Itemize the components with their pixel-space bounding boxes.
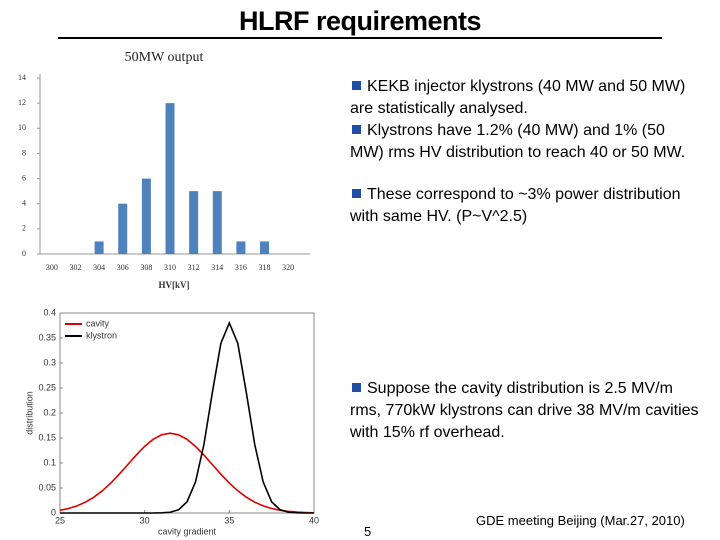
y-tick-label: 0.3 bbox=[43, 357, 56, 367]
bar bbox=[212, 191, 222, 254]
x-tick-label: 312 bbox=[188, 263, 200, 272]
y-tick-label: 0.05 bbox=[38, 482, 56, 492]
bullet: KEKB injector klystrons (40 MW and 50 MW… bbox=[350, 76, 700, 120]
x-tick-label: 308 bbox=[140, 263, 152, 272]
x-tick-label: 316 bbox=[235, 263, 247, 272]
y-tick-label: 0 bbox=[22, 249, 26, 258]
x-tick-label: 302 bbox=[69, 263, 81, 272]
x-tick-label: 40 bbox=[309, 515, 319, 525]
bullet-text: Suppose the cavity distribution is 2.5 M… bbox=[350, 380, 699, 441]
y-tick-label: 4 bbox=[22, 199, 26, 208]
y-tick-label: 12 bbox=[18, 98, 26, 107]
legend-label: cavity bbox=[86, 318, 110, 328]
x-axis-label: HV[kV] bbox=[159, 280, 190, 290]
bar bbox=[94, 241, 104, 254]
y-tick-label: 8 bbox=[22, 148, 26, 157]
x-tick-label: 304 bbox=[93, 263, 105, 272]
x-tick-label: 310 bbox=[164, 263, 176, 272]
y-tick-label: 0.2 bbox=[43, 407, 56, 417]
x-tick-label: 314 bbox=[211, 263, 223, 272]
y-tick-label: 0.1 bbox=[43, 457, 56, 467]
y-tick-label: 0.25 bbox=[38, 382, 56, 392]
bar bbox=[118, 203, 128, 254]
x-tick-label: 300 bbox=[46, 263, 58, 272]
series-line bbox=[59, 432, 315, 514]
y-tick-label: 0.35 bbox=[38, 332, 56, 342]
bullet-text: Klystrons have 1.2% (40 MW) and 1% (50 M… bbox=[350, 122, 686, 161]
series-line bbox=[60, 320, 314, 514]
x-tick-label: 318 bbox=[259, 263, 271, 272]
bar bbox=[189, 191, 199, 254]
y-tick-label: 14 bbox=[18, 73, 26, 82]
x-tick-label: 306 bbox=[117, 263, 129, 272]
y-tick-label: 0.15 bbox=[38, 432, 56, 442]
slide-title: HLRF requirements bbox=[238, 6, 482, 36]
bullet-text: KEKB injector klystrons (40 MW and 50 MW… bbox=[350, 78, 686, 117]
y-tick-label: 10 bbox=[18, 123, 26, 132]
y-tick-label: 6 bbox=[22, 173, 26, 182]
bullet: Klystrons have 1.2% (40 MW) and 1% (50 M… bbox=[350, 120, 700, 164]
bullet-text: These correspond to ~3% power distributi… bbox=[350, 186, 681, 225]
bar bbox=[236, 241, 246, 254]
x-axis-label: cavity gradient bbox=[158, 526, 217, 536]
bar bbox=[141, 178, 151, 254]
bullet: Suppose the cavity distribution is 2.5 M… bbox=[350, 378, 700, 444]
x-tick-label: 35 bbox=[224, 515, 234, 525]
chart-title: 50MW output bbox=[125, 50, 204, 65]
y-tick-label: 2 bbox=[22, 224, 26, 233]
x-tick-label: 320 bbox=[282, 263, 294, 272]
bar bbox=[165, 103, 175, 255]
bar bbox=[260, 241, 270, 254]
x-tick-label: 30 bbox=[140, 515, 150, 525]
footer-text: GDE meeting Beijing (Mar.27, 2010) bbox=[476, 513, 685, 528]
y-axis-label: distribution bbox=[24, 391, 34, 435]
y-tick-label: 0.4 bbox=[43, 307, 56, 317]
plot-frame bbox=[59, 312, 315, 514]
legend-label: klystron bbox=[86, 330, 117, 340]
page-number: 5 bbox=[364, 524, 372, 539]
y-tick-label: 0 bbox=[51, 507, 56, 517]
x-tick-label: 25 bbox=[55, 515, 65, 525]
bullet: These correspond to ~3% power distributi… bbox=[350, 184, 700, 228]
